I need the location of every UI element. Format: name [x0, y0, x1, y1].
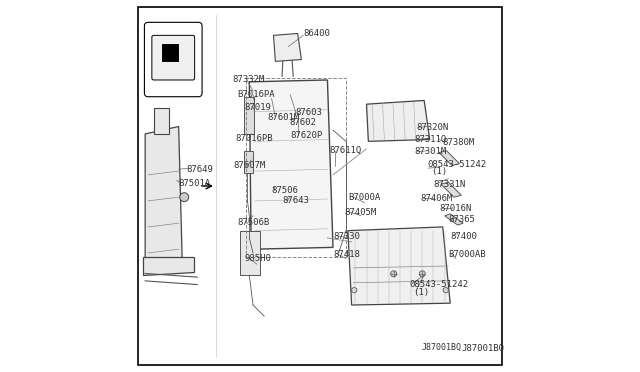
Polygon shape [367, 100, 429, 141]
Text: B7501A: B7501A [178, 179, 210, 187]
Text: B7016PA: B7016PA [237, 90, 275, 99]
Text: 87019: 87019 [245, 103, 272, 112]
Text: 87405M: 87405M [344, 208, 376, 217]
Text: 87506: 87506 [271, 186, 298, 195]
Polygon shape [348, 227, 450, 305]
Text: 08543-51242: 08543-51242 [410, 280, 468, 289]
Text: J87001BQ: J87001BQ [461, 344, 504, 353]
Text: 87330: 87330 [333, 232, 360, 241]
Circle shape [390, 271, 397, 277]
Text: B7000A: B7000A [348, 193, 380, 202]
FancyBboxPatch shape [152, 35, 195, 80]
Circle shape [180, 193, 189, 202]
Text: 87331N: 87331N [433, 180, 466, 189]
Text: 87602: 87602 [289, 118, 316, 126]
Bar [244, 151, 253, 173]
Text: 87400: 87400 [450, 232, 477, 241]
Polygon shape [145, 126, 182, 268]
Bar [246, 78, 346, 257]
Text: 87611Q: 87611Q [330, 146, 362, 155]
Text: 87506B: 87506B [237, 218, 269, 227]
FancyBboxPatch shape [145, 22, 202, 97]
Text: 87607M: 87607M [234, 161, 266, 170]
Text: 87406M: 87406M [420, 194, 452, 203]
Circle shape [443, 288, 449, 293]
Polygon shape [143, 257, 193, 275]
Polygon shape [441, 182, 461, 197]
Text: 87601M: 87601M [267, 113, 300, 122]
Text: 87311Q: 87311Q [415, 135, 447, 144]
Polygon shape [154, 108, 170, 134]
Bar [240, 231, 260, 275]
Text: B7000AB: B7000AB [449, 250, 486, 259]
Text: 87380M: 87380M [442, 138, 474, 147]
Text: 87603: 87603 [296, 108, 323, 117]
Bar [163, 44, 178, 61]
Text: 87301M: 87301M [415, 147, 447, 156]
Text: (1): (1) [431, 167, 447, 176]
Bar [244, 97, 254, 134]
Circle shape [419, 271, 425, 277]
Text: 985H0: 985H0 [245, 254, 272, 263]
Text: 87365: 87365 [449, 215, 476, 224]
Text: 87620P: 87620P [291, 131, 323, 140]
Text: J87001BQ: J87001BQ [421, 343, 461, 352]
Polygon shape [250, 80, 333, 249]
Text: 87649: 87649 [186, 165, 213, 174]
Text: 87016PB: 87016PB [235, 134, 273, 143]
Text: 08543-51242: 08543-51242 [427, 160, 486, 169]
Text: 86400: 86400 [303, 29, 330, 38]
Text: 87643: 87643 [283, 196, 310, 205]
Text: 87016N: 87016N [439, 204, 471, 213]
Polygon shape [273, 33, 301, 61]
Polygon shape [439, 151, 460, 166]
Circle shape [351, 288, 357, 293]
Polygon shape [445, 214, 463, 225]
Text: (1): (1) [413, 288, 429, 296]
Text: 87418: 87418 [333, 250, 360, 259]
Text: 87332M: 87332M [232, 76, 265, 84]
Bar [163, 44, 178, 61]
Text: 87320N: 87320N [416, 123, 448, 132]
